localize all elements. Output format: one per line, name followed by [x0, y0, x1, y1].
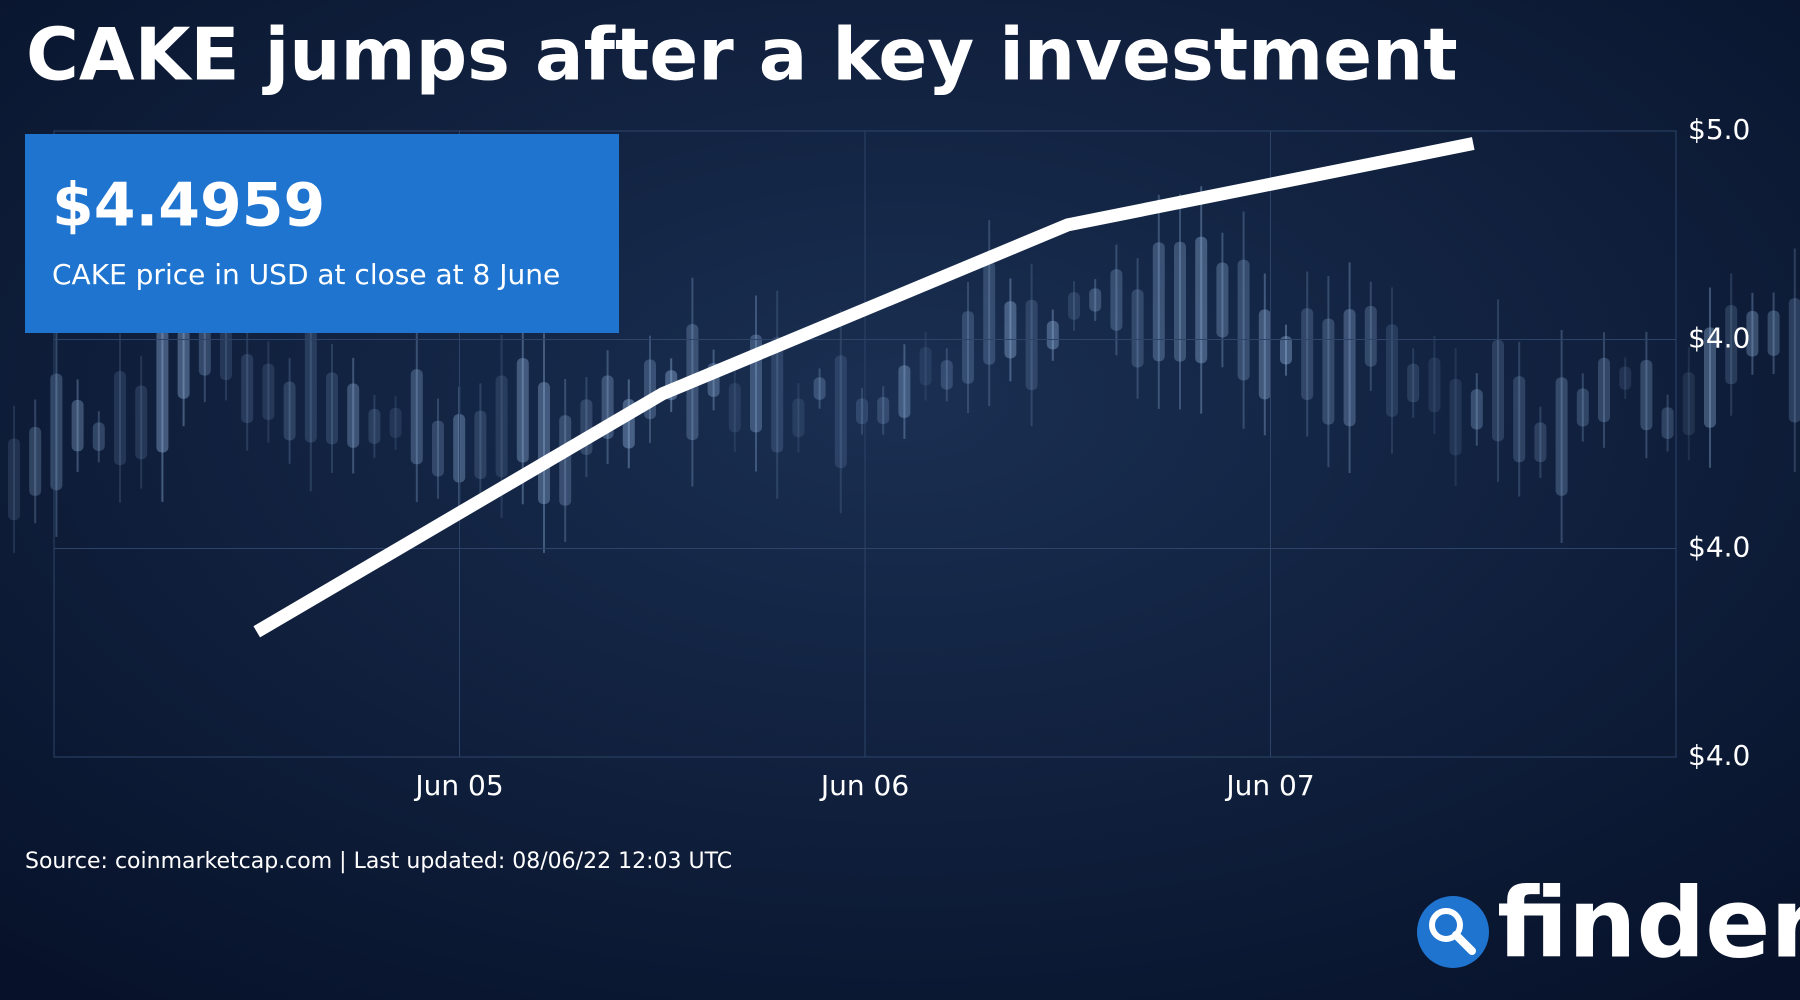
- logo-lens: [1429, 908, 1463, 942]
- deco-body: [177, 329, 190, 399]
- deco-body: [1237, 259, 1250, 381]
- deco-body: [1640, 359, 1653, 431]
- deco-body: [1301, 308, 1314, 400]
- deco-body: [135, 385, 148, 460]
- deco-body: [283, 381, 296, 441]
- x-tick-label: Jun 05: [413, 769, 503, 802]
- deco-body: [368, 408, 381, 444]
- deco-body: [919, 347, 932, 386]
- headline-value: $4.4959: [52, 171, 325, 241]
- deco-body: [728, 383, 741, 433]
- deco-body: [389, 407, 402, 438]
- deco-body: [71, 400, 84, 452]
- deco-body: [771, 336, 784, 453]
- x-tick-label: Jun 06: [819, 769, 909, 802]
- y-tick-label: $5.0: [1688, 113, 1750, 146]
- deco-body: [1174, 241, 1186, 362]
- deco-body: [898, 365, 911, 418]
- deco-body: [347, 383, 360, 448]
- deco-body: [1767, 310, 1780, 356]
- deco-body: [559, 415, 572, 506]
- deco-body: [856, 398, 868, 425]
- deco-body: [156, 329, 169, 453]
- deco-body: [1598, 357, 1610, 423]
- deco-body: [1131, 289, 1144, 368]
- deco-body: [92, 422, 105, 451]
- logo-handle: [1452, 931, 1476, 955]
- deco-body: [474, 410, 487, 480]
- deco-body: [262, 363, 275, 421]
- deco-body: [813, 377, 826, 400]
- deco-body: [1682, 372, 1695, 436]
- deco-body: [1534, 422, 1547, 463]
- deco-body: [1470, 389, 1483, 430]
- deco-body: [432, 420, 444, 477]
- deco-body: [877, 396, 890, 425]
- deco-body: [962, 311, 974, 384]
- y-tick-label: $4.0: [1688, 739, 1750, 772]
- value-box: [25, 134, 619, 333]
- y-tick-label: $4.0: [1688, 321, 1750, 354]
- deco-body: [1555, 377, 1568, 496]
- deco-body: [1386, 324, 1398, 417]
- deco-body: [1619, 366, 1632, 390]
- deco-body: [983, 261, 996, 365]
- deco-body: [834, 355, 847, 469]
- deco-body: [1089, 288, 1102, 312]
- deco-body: [1449, 378, 1462, 456]
- deco-body: [1110, 269, 1123, 331]
- deco-body: [241, 354, 254, 424]
- logo-icon: [1417, 896, 1489, 968]
- deco-body: [940, 360, 953, 390]
- deco-body: [792, 398, 805, 438]
- deco-body: [220, 329, 232, 381]
- deco-body: [1280, 336, 1292, 365]
- deco-body: [1046, 320, 1059, 350]
- deco-body: [1322, 318, 1335, 425]
- deco-body: [1407, 363, 1420, 403]
- deco-body: [1725, 305, 1738, 385]
- background-candles: [8, 186, 1800, 553]
- deco-body: [304, 320, 317, 443]
- plot: $5.0 $4.0 $4.0 $4.0 Jun 05 Jun 06 Jun 07: [54, 113, 1750, 802]
- source: Source: coinmarketcap.com | Last updated…: [25, 849, 732, 874]
- deco-body: [538, 382, 550, 505]
- deco-body: [1343, 309, 1356, 427]
- deco-body: [1576, 388, 1589, 427]
- deco-body: [1025, 299, 1038, 391]
- subtitle: CAKE price in USD at close at 8 June: [52, 258, 560, 291]
- deco-body: [1746, 311, 1759, 357]
- deco-body: [1195, 236, 1208, 364]
- deco-body: [516, 358, 529, 463]
- deco-body: [1068, 292, 1080, 320]
- deco-body: [1364, 306, 1377, 367]
- deco-body: [1788, 298, 1800, 423]
- deco-body: [1216, 262, 1229, 338]
- price-line: [253, 137, 1475, 638]
- deco-body: [1513, 376, 1526, 463]
- deco-body: [410, 369, 423, 465]
- deco-body: [1004, 301, 1017, 359]
- y-tick-label: $4.0: [1688, 531, 1750, 564]
- deco-body: [29, 427, 42, 496]
- x-tick-label: Jun 07: [1224, 769, 1314, 802]
- deco-body: [1428, 357, 1441, 413]
- deco-body: [8, 438, 20, 521]
- deco-body: [1258, 309, 1271, 400]
- deco-body: [114, 371, 126, 466]
- deco-body: [50, 373, 63, 491]
- brand: finder: [1497, 867, 1800, 979]
- deco-body: [1704, 327, 1716, 428]
- deco-body: [1152, 242, 1165, 362]
- deco-body: [495, 375, 508, 478]
- deco-body: [1661, 407, 1674, 439]
- deco-body: [1492, 339, 1504, 442]
- chart-title: CAKE jumps after a key investment: [26, 13, 1458, 97]
- deco-body: [326, 372, 338, 445]
